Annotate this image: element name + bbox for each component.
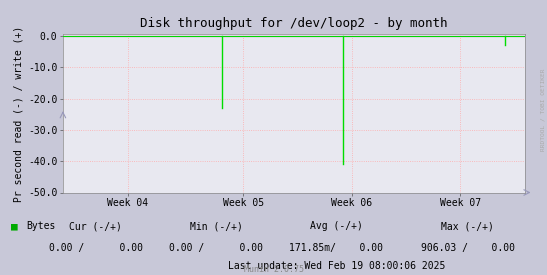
Text: ■: ■ xyxy=(11,221,18,231)
Text: Munin 2.0.75: Munin 2.0.75 xyxy=(243,265,304,274)
Text: 171.85m/    0.00: 171.85m/ 0.00 xyxy=(289,243,383,253)
Text: RRDTOOL / TOBI OETIKER: RRDTOOL / TOBI OETIKER xyxy=(541,69,546,151)
Title: Disk throughput for /dev/loop2 - by month: Disk throughput for /dev/loop2 - by mont… xyxy=(140,17,448,31)
Text: Max (-/+): Max (-/+) xyxy=(441,221,494,231)
Text: Last update: Wed Feb 19 08:00:06 2025: Last update: Wed Feb 19 08:00:06 2025 xyxy=(228,261,445,271)
Text: Cur (-/+): Cur (-/+) xyxy=(69,221,122,231)
Text: 906.03 /    0.00: 906.03 / 0.00 xyxy=(421,243,515,253)
Text: Bytes: Bytes xyxy=(26,221,56,231)
Text: 0.00 /      0.00: 0.00 / 0.00 xyxy=(49,243,143,253)
Text: 0.00 /      0.00: 0.00 / 0.00 xyxy=(169,243,263,253)
Y-axis label: Pr second read (-) / write (+): Pr second read (-) / write (+) xyxy=(14,25,24,202)
Text: Avg (-/+): Avg (-/+) xyxy=(310,221,363,231)
Text: Min (-/+): Min (-/+) xyxy=(190,221,242,231)
